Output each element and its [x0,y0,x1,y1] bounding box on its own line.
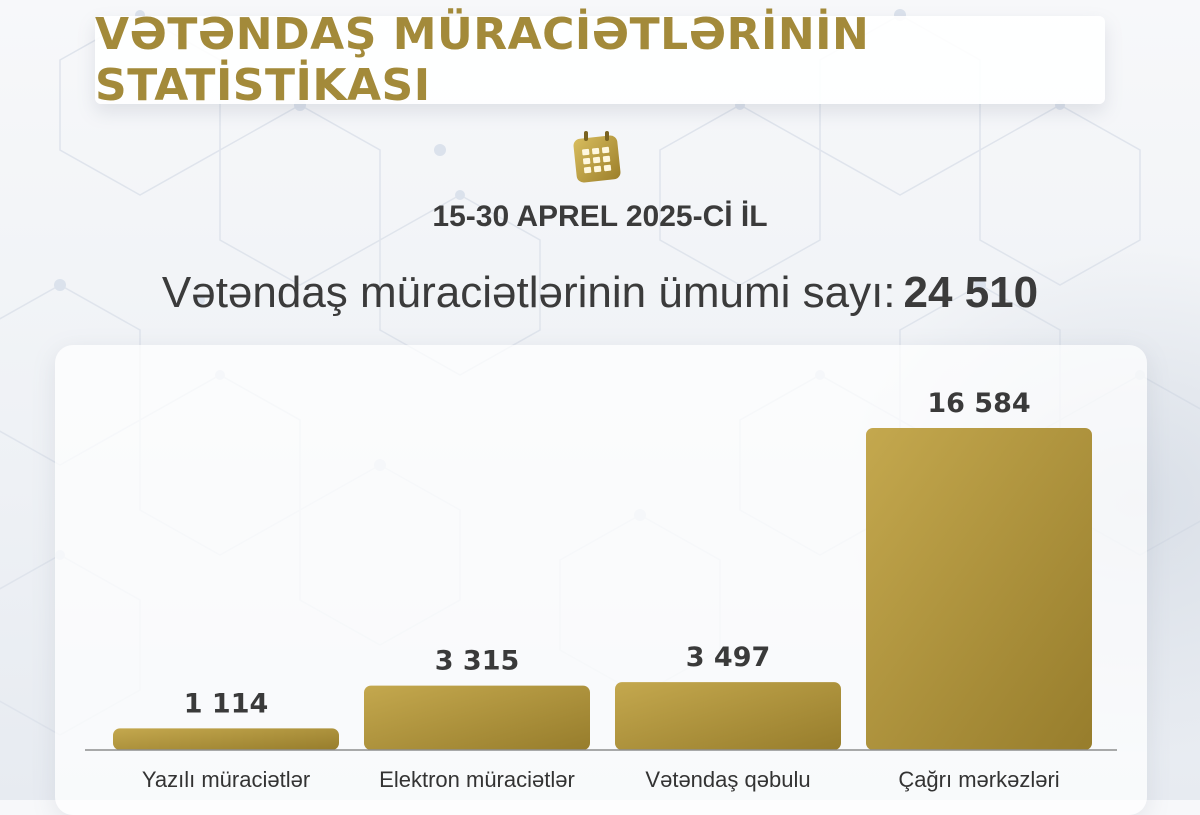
total-value: 24 510 [903,268,1039,317]
calendar-icon [573,131,621,183]
value-label: 1 114 [184,688,269,719]
title-banner: VƏTƏNDAŞ MÜRACİƏTLƏRİNİN STATİSTİKASI [95,9,1105,111]
category-label: Elektron müraciətlər [379,767,575,792]
category-label: Vətəndaş qəbulu [645,767,810,792]
page-title: VƏTƏNDAŞ MÜRACİƏTLƏRİNİN STATİSTİKASI [95,9,870,111]
category-label: Yazılı müraciətlər [142,767,310,792]
value-label: 3 497 [686,642,771,673]
date-range: 15-30 APREL 2025-Cİ İL [432,200,768,233]
value-label: 3 315 [435,646,520,677]
category-label: Çağrı mərkəzləri [898,767,1059,792]
total-label: Vətəndaş müraciətlərinin ümumi sayı: [161,268,896,317]
bar-1 [113,728,339,750]
bar-3 [615,682,841,750]
bar-2 [364,685,590,750]
bar-4 [866,428,1092,750]
value-label: 16 584 [927,388,1030,419]
total-line: Vətəndaş müraciətlərinin ümumi sayı: 24 5… [0,268,1200,318]
